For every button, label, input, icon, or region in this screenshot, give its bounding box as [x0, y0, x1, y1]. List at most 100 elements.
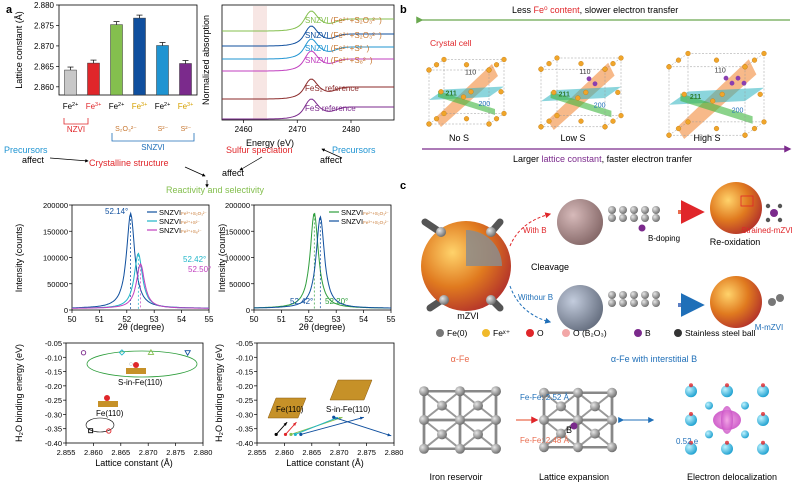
fe-atom	[685, 50, 691, 57]
fe-atom	[751, 125, 758, 132]
lattice-bar-chart: 2.880 2.875 2.870 2.865 2.860 Lattice consta…	[14, 1, 198, 152]
expanded-lattice	[539, 387, 617, 453]
lattice-y-tick-label: 2.875	[34, 21, 55, 30]
lattice-x-label: Fe3+	[132, 102, 148, 111]
binding-x-tick-label: 2.880	[194, 448, 213, 457]
steel-ball	[436, 227, 446, 237]
binding-point	[184, 350, 192, 357]
lattice-bar	[156, 45, 169, 96]
charge-label: 0.52 e	[676, 437, 699, 446]
binding-arrowhead	[387, 433, 392, 437]
fe110-label-right: Fe(110)	[276, 405, 304, 414]
binding-y-tick-label: -0.05	[45, 339, 62, 348]
binding-x-tick-label: 2.875	[357, 448, 376, 457]
steel-ball-small	[608, 291, 616, 299]
m-mzvi-label: M-mZVI	[755, 323, 783, 332]
charge-lobe	[761, 440, 765, 445]
arrow-sulfur-center	[239, 156, 263, 171]
b-neighbor	[765, 217, 771, 223]
charge-fe-atom	[741, 430, 749, 439]
xrd-x-tick-label: 54	[359, 315, 368, 324]
fe-atom	[713, 125, 720, 132]
xas-x-tick-label: 2460	[235, 125, 253, 134]
fe-atom	[426, 67, 432, 73]
fe-atom	[742, 64, 748, 70]
fe-atom	[583, 89, 589, 96]
alpha-fe-label: α-Fe	[451, 354, 470, 364]
legend-label: Feˣ⁺	[493, 328, 511, 338]
charge-fe-atom	[757, 414, 769, 426]
reactivity-selectivity: Reactivity and selectivity	[166, 185, 265, 195]
lattice-bar	[64, 69, 77, 96]
xrd-right-ticks: 200000 150000 100000 50000 050 51 52 53 54 55	[225, 201, 396, 324]
xrd-y-tick-label: 200000	[225, 201, 250, 210]
charge-fe-atom	[757, 385, 769, 398]
fe-atom	[602, 66, 608, 72]
arrow-crystal-center	[184, 166, 206, 177]
cleaved-particle-b	[557, 199, 603, 245]
charge-lobe	[725, 383, 729, 388]
label-200: 200	[479, 101, 491, 108]
sin-water-h	[129, 362, 133, 366]
panel-label-b: b	[400, 4, 407, 16]
xrd-peak	[254, 215, 391, 309]
xrd-x-tick-label: 50	[250, 315, 259, 324]
sin-label: S-in-Fe(110)	[118, 378, 163, 387]
steel-ball-small	[630, 214, 638, 222]
cell-edge	[428, 59, 445, 71]
steel-ball-small	[652, 206, 660, 214]
xrd-legend-text: SNZVIFe³⁺+S₂O₃²⁻	[341, 217, 389, 226]
lattice-y-tick-label: 2.870	[34, 42, 55, 51]
charge-fe-atom	[721, 385, 733, 398]
fe-atom	[761, 50, 767, 57]
steel-ball-small	[608, 206, 616, 214]
steel-ball-small	[652, 291, 660, 299]
charge-fe-atom	[685, 414, 697, 426]
caption-low-s: Low S	[560, 133, 585, 143]
xrd-y-tick-label: 0	[64, 306, 68, 315]
steel-ball-small	[608, 299, 616, 307]
fe-atom	[493, 62, 500, 68]
sin-group-ellipse	[86, 350, 198, 378]
strained-mzvi-particle	[710, 182, 762, 234]
crystal-cells: 110 211 200 110 211 200 110 211 200	[426, 50, 767, 140]
fe-atom	[551, 89, 557, 96]
fe-lattice-atom	[556, 401, 566, 412]
charge-fe-atom	[741, 401, 749, 410]
lattice-bar	[133, 17, 146, 96]
binding-point	[106, 428, 112, 434]
xrd-x-tick-label: 55	[387, 315, 396, 324]
steel-ball-small	[641, 299, 649, 307]
mzvi-core-cut	[466, 230, 502, 266]
lattice-x-label: Fe3+	[86, 102, 102, 111]
binding-x-tick-label: 2.860	[84, 448, 103, 457]
charge-lobe	[761, 383, 765, 388]
binding-arrow-start	[283, 432, 288, 437]
charge-lobe	[761, 412, 765, 416]
fe-lattice-atom	[539, 415, 549, 425]
b-doping-label: B-doping	[648, 234, 680, 243]
fe-atom	[554, 112, 560, 119]
xrd-y-tick-label: 100000	[43, 254, 68, 263]
b-center	[770, 209, 778, 217]
fe-atom	[675, 57, 682, 63]
with-b-path	[509, 212, 552, 247]
plane-211	[680, 93, 753, 124]
binding-left-xlabel: Lattice constant (Å)	[95, 458, 173, 468]
binding-arrow-start	[332, 415, 336, 419]
panel-c-legend: Fe(0) Feˣ⁺ O O (B₂O₃) B Stainless steel ball	[436, 328, 756, 338]
caption-no-s: No S	[449, 133, 469, 143]
b-molecule-icon	[765, 203, 783, 223]
binding-arrow-start	[299, 432, 303, 437]
without-b-path	[509, 285, 552, 324]
iron-lattice	[419, 386, 501, 454]
binding-y-tick-label: -0.35	[236, 425, 253, 434]
charge-fe-atom	[721, 442, 733, 455]
fe-atom	[713, 57, 720, 63]
fe-atom	[486, 121, 492, 127]
precursors-left: Precursors	[4, 145, 48, 155]
binding-y-tick-label: -0.30	[236, 410, 253, 419]
xas-ticks: 2460 2470 2480	[235, 120, 360, 134]
legend-swatch	[634, 329, 642, 337]
binding-arrow	[295, 416, 339, 435]
